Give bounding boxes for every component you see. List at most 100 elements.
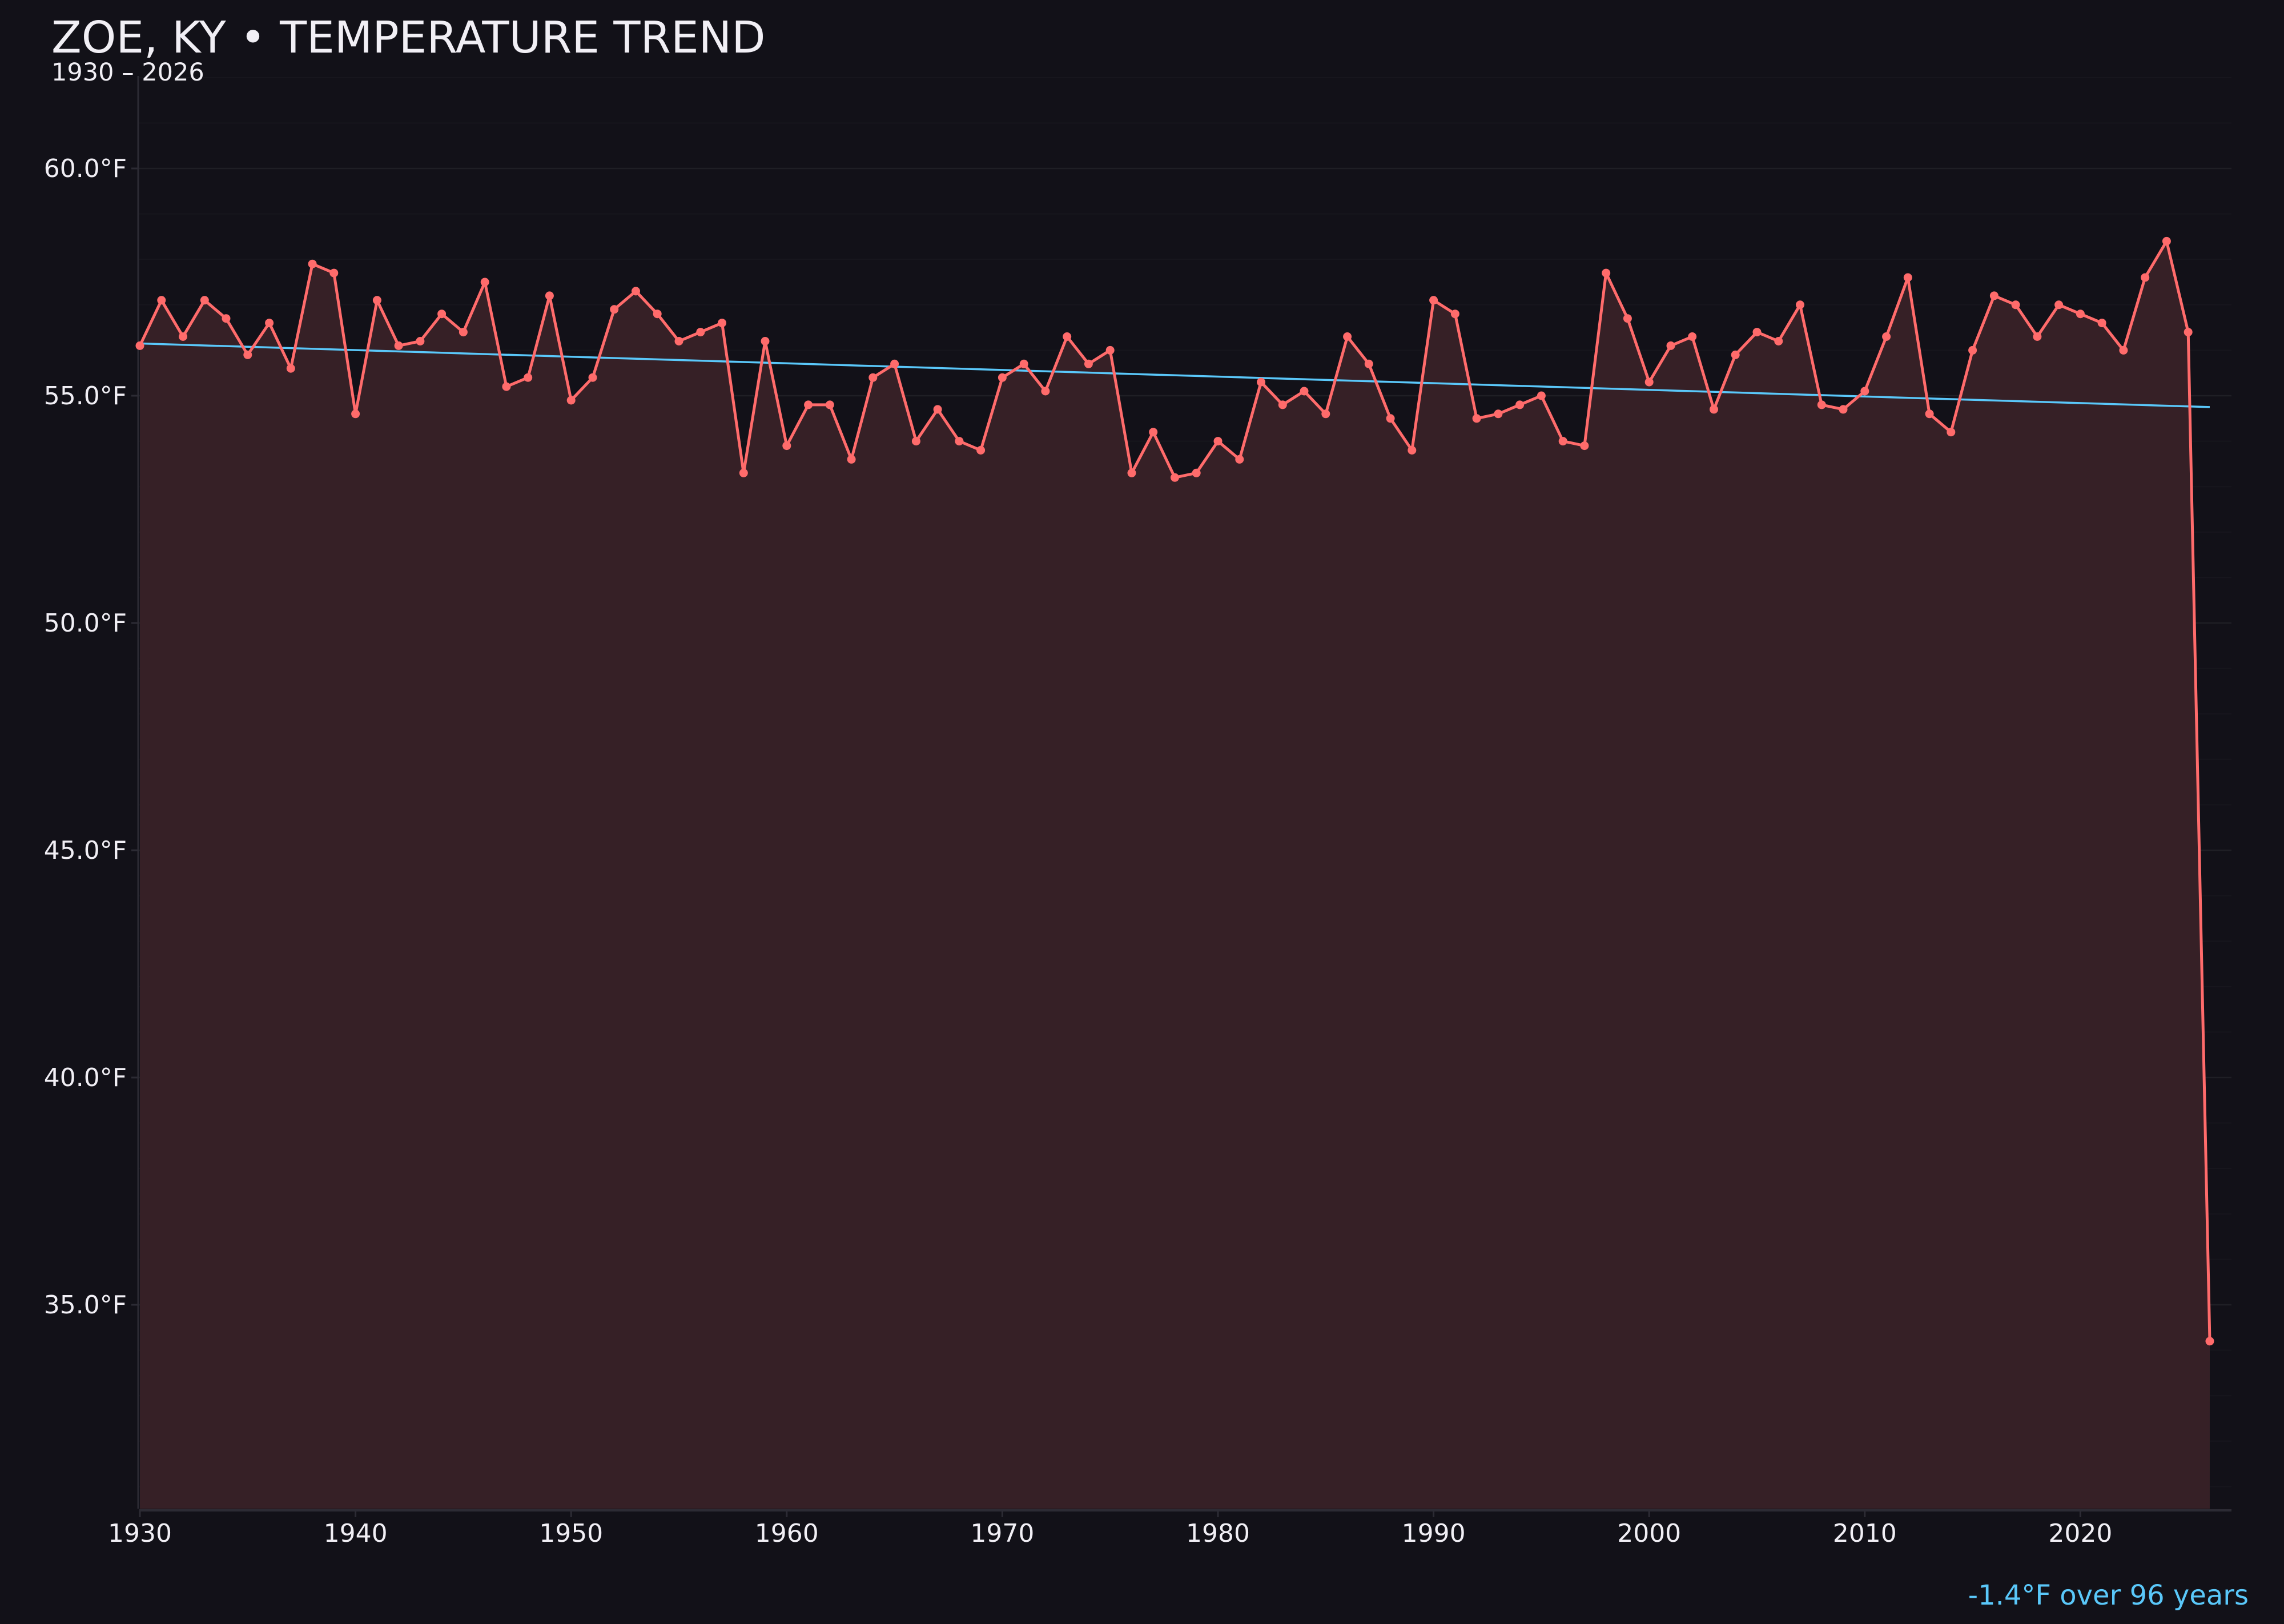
data-point-marker — [804, 400, 813, 409]
data-point-marker — [416, 337, 425, 345]
data-point-marker — [2054, 300, 2064, 309]
data-point-marker — [1903, 273, 1912, 282]
data-point-marker — [1257, 377, 1265, 387]
data-point-marker — [696, 328, 705, 337]
data-point-marker — [1494, 409, 1503, 419]
data-point-marker — [1084, 359, 1093, 368]
data-point-marker — [1127, 468, 1136, 477]
data-point-marker — [179, 332, 187, 341]
data-point-marker — [1213, 437, 1223, 446]
data-point-marker — [1989, 291, 1998, 300]
x-tick-label: 2000 — [1617, 1519, 1681, 1548]
data-point-marker — [200, 296, 209, 305]
trend-annotation: -1.4°F over 96 years — [1968, 1579, 2249, 1611]
data-point-marker — [761, 337, 770, 345]
data-point-marker — [480, 278, 489, 287]
data-point-marker — [1731, 350, 1740, 359]
data-point-marker — [998, 373, 1007, 382]
data-point-marker — [2119, 345, 2128, 355]
data-point-marker — [2097, 319, 2106, 328]
data-point-marker — [286, 364, 295, 373]
data-point-marker — [1343, 332, 1352, 341]
data-point-marker — [1105, 345, 1115, 355]
data-point-marker — [1666, 341, 1675, 350]
data-point-marker — [2184, 328, 2193, 337]
data-point-marker — [976, 446, 986, 455]
chart-title: ZOE, KY • TEMPERATURE TREND — [51, 13, 766, 63]
data-point-marker — [1408, 446, 1417, 455]
data-point-marker — [1429, 296, 1438, 305]
data-point-marker — [1364, 359, 1373, 368]
data-point-marker — [329, 268, 339, 278]
data-point-marker — [868, 373, 878, 382]
data-point-marker — [1602, 268, 1611, 278]
data-point-marker — [1860, 387, 1869, 396]
data-point-markers — [135, 236, 2214, 1346]
data-point-marker — [243, 350, 252, 359]
data-point-marker — [1041, 387, 1050, 396]
data-point-marker — [502, 382, 511, 391]
data-point-marker — [1019, 359, 1028, 368]
x-tick-label: 1960 — [755, 1519, 819, 1548]
data-point-marker — [437, 309, 447, 319]
data-point-marker — [1149, 428, 1158, 437]
data-point-marker — [1063, 332, 1072, 341]
data-point-marker — [2205, 1337, 2214, 1346]
data-point-marker — [825, 400, 834, 409]
data-point-marker — [1472, 414, 1481, 423]
data-point-marker — [1580, 441, 1589, 451]
data-point-marker — [632, 287, 640, 296]
data-point-marker — [911, 437, 920, 446]
data-point-marker — [1537, 391, 1546, 400]
data-point-marker — [1688, 332, 1697, 341]
axes — [131, 76, 2231, 1517]
data-point-marker — [1558, 437, 1567, 446]
data-point-marker — [524, 373, 533, 382]
x-tick-label: 1990 — [1402, 1519, 1466, 1548]
y-tick-labels: 35.0°F 40.0°F 45.0°F 50.0°F 55.0°F 60.0°F — [44, 154, 127, 1320]
x-tick-label: 1970 — [970, 1519, 1034, 1548]
x-tick-label: 1980 — [1186, 1519, 1250, 1548]
data-point-marker — [1839, 405, 1848, 414]
data-point-marker — [135, 341, 144, 350]
data-point-marker — [2033, 332, 2042, 341]
data-point-marker — [394, 341, 403, 350]
x-tick-label: 2010 — [1833, 1519, 1897, 1548]
data-point-marker — [1623, 314, 1632, 323]
data-point-marker — [351, 409, 360, 419]
y-tick-label: 35.0°F — [44, 1291, 127, 1320]
data-point-marker — [1386, 414, 1395, 423]
y-tick-label: 45.0°F — [44, 836, 127, 865]
chart-subtitle: 1930 – 2026 — [51, 58, 204, 87]
data-point-marker — [1300, 387, 1309, 396]
data-point-marker — [1968, 345, 1977, 355]
data-point-marker — [847, 455, 856, 464]
data-point-marker — [653, 309, 662, 319]
trend-line — [139, 342, 2210, 408]
data-point-marker — [545, 291, 554, 300]
data-point-marker — [2011, 300, 2020, 309]
data-point-marker — [2141, 273, 2150, 282]
data-point-marker — [1710, 405, 1718, 414]
data-point-marker — [1450, 309, 1459, 319]
y-tick-label: 50.0°F — [44, 609, 127, 638]
data-point-marker — [718, 319, 726, 328]
data-point-marker — [459, 328, 468, 337]
data-point-marker — [610, 305, 619, 314]
data-point-marker — [933, 405, 942, 414]
y-tick-label: 55.0°F — [44, 381, 127, 411]
data-point-marker — [1796, 300, 1804, 309]
y-tick-label: 40.0°F — [44, 1063, 127, 1092]
data-point-marker — [955, 437, 964, 446]
temperature-area-fill — [140, 241, 2210, 1509]
data-point-marker — [1515, 400, 1525, 409]
data-point-marker — [1321, 409, 1330, 419]
data-point-marker — [782, 441, 791, 451]
data-point-marker — [1882, 332, 1891, 341]
data-point-marker — [1192, 468, 1201, 477]
x-tick-label: 1930 — [108, 1519, 172, 1548]
data-point-marker — [372, 296, 381, 305]
x-tick-label: 1940 — [324, 1519, 388, 1548]
data-point-marker — [222, 314, 231, 323]
